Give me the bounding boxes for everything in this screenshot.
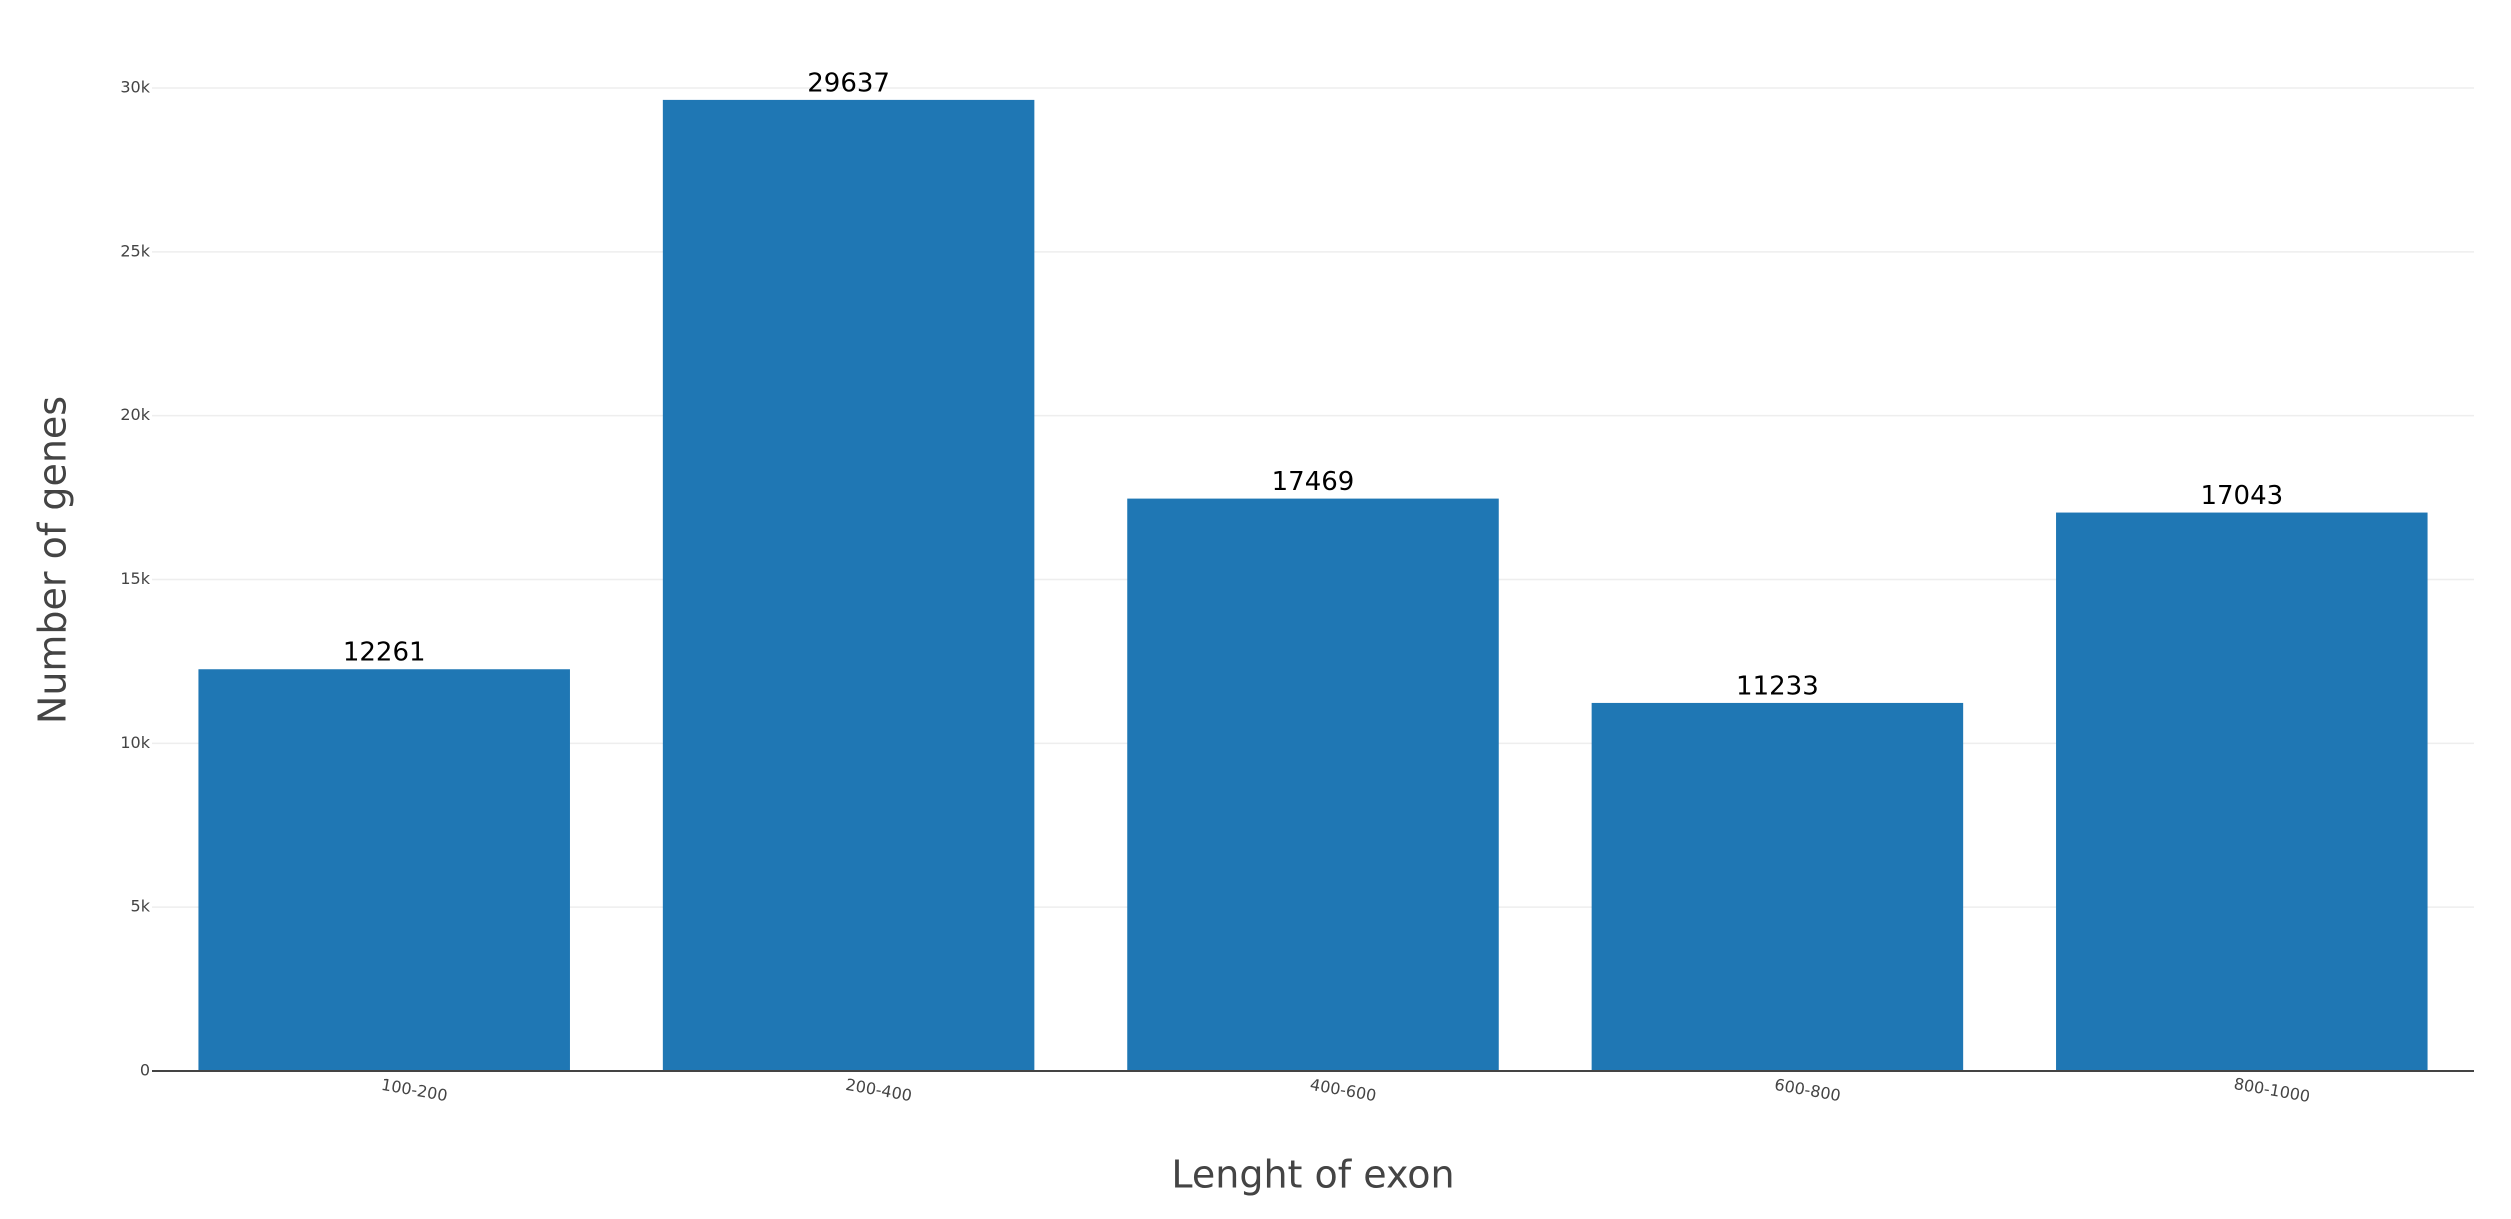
bar [1591, 702, 1964, 1071]
bar [198, 669, 570, 1071]
bar [662, 99, 1035, 1072]
y-tick-label: 10k [120, 733, 150, 752]
value-label: 29637 [807, 68, 890, 98]
value-label: 17043 [2200, 481, 2283, 511]
x-axis-title: Lenght of exon [1171, 1153, 1454, 1197]
value-label: 12261 [343, 638, 426, 668]
bar [2056, 512, 2428, 1071]
y-tick-label: 15k [120, 569, 150, 588]
value-label: 11233 [1736, 671, 1819, 701]
y-tick-label: 0 [140, 1061, 150, 1080]
x-tick-label: 800-1000 [2232, 1074, 2311, 1106]
x-tick-label: 400-600 [1309, 1075, 1378, 1105]
value-label: 17469 [1272, 467, 1355, 497]
y-axis-title: Number of genes [31, 396, 75, 724]
y-tick-label: 5k [131, 897, 151, 916]
x-tick-label: 100-200 [380, 1075, 449, 1105]
bar [1127, 498, 1499, 1071]
y-tick-label: 20k [120, 405, 150, 424]
y-tick-label: 30k [120, 78, 150, 97]
y-tick-label: 25k [120, 241, 150, 260]
x-tick-label: 200-400 [844, 1075, 913, 1105]
x-tick-label: 600-800 [1773, 1075, 1842, 1105]
